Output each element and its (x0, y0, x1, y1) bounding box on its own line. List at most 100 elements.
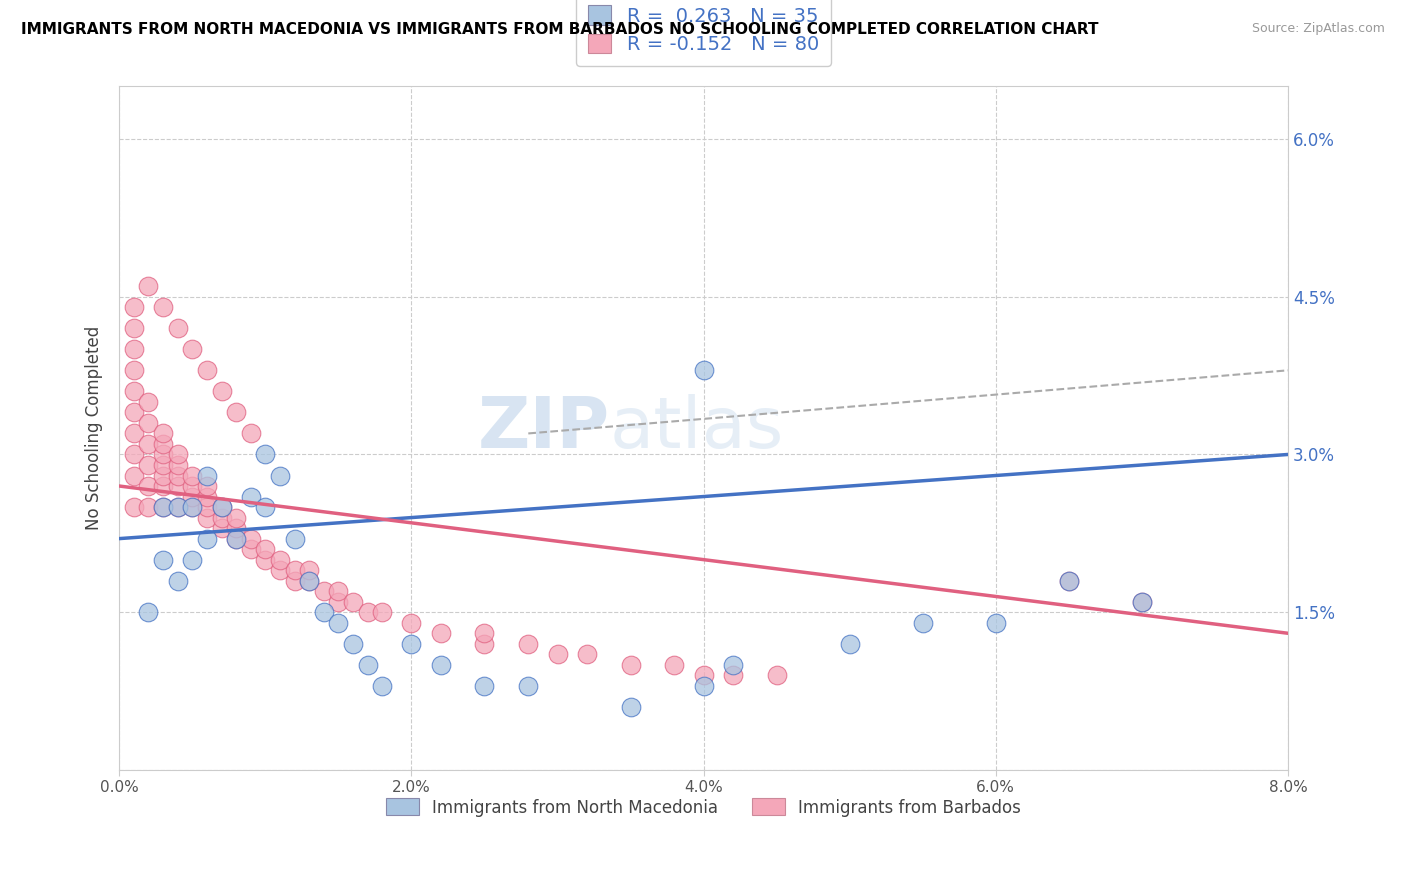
Point (152, 479, 174, 493)
Point (401, 615, 423, 630)
Point (664, 657, 686, 672)
Point (211, 500, 233, 514)
Point (122, 300, 145, 314)
Point (474, 637, 496, 651)
Point (342, 637, 364, 651)
Point (166, 458, 188, 472)
Point (166, 479, 188, 493)
Point (721, 657, 744, 672)
Point (122, 405, 145, 419)
Point (152, 447, 174, 461)
Point (195, 510, 218, 524)
Point (122, 321, 145, 335)
Point (284, 532, 307, 546)
Point (692, 668, 714, 682)
Point (721, 668, 744, 682)
Point (138, 500, 160, 514)
Point (1130, 595, 1153, 609)
Point (195, 468, 218, 483)
Point (166, 574, 188, 588)
Point (429, 657, 451, 672)
Point (284, 574, 307, 588)
Point (181, 490, 204, 504)
Point (474, 626, 496, 640)
Point (225, 532, 247, 546)
Point (181, 500, 204, 514)
Point (298, 574, 321, 588)
Point (181, 468, 204, 483)
Point (356, 605, 378, 619)
Point (356, 657, 378, 672)
Point (575, 648, 598, 662)
Text: IMMIGRANTS FROM NORTH MACEDONIA VS IMMIGRANTS FROM BARBADOS NO SCHOOLING COMPLET: IMMIGRANTS FROM NORTH MACEDONIA VS IMMIG… (21, 22, 1098, 37)
Point (401, 637, 423, 651)
Point (225, 521, 247, 535)
Point (269, 563, 291, 577)
Point (211, 500, 233, 514)
Point (619, 657, 641, 672)
Point (225, 405, 247, 419)
Point (195, 479, 218, 493)
Point (166, 500, 188, 514)
Point (838, 637, 860, 651)
Point (692, 679, 714, 693)
Text: ZIP: ZIP (478, 393, 610, 463)
Point (122, 363, 145, 377)
Point (342, 595, 364, 609)
Point (1130, 595, 1153, 609)
Point (312, 584, 335, 599)
Point (122, 468, 145, 483)
Point (269, 552, 291, 566)
Point (239, 542, 262, 557)
Point (152, 300, 174, 314)
Point (298, 563, 321, 577)
Point (371, 679, 394, 693)
Point (225, 532, 247, 546)
Point (254, 552, 277, 566)
Point (225, 510, 247, 524)
Point (166, 500, 188, 514)
Point (254, 447, 277, 461)
Point (138, 458, 160, 472)
Point (122, 343, 145, 357)
Point (122, 384, 145, 399)
Point (211, 510, 233, 524)
Point (181, 479, 204, 493)
Point (152, 500, 174, 514)
Point (619, 699, 641, 714)
Point (911, 615, 934, 630)
Point (328, 615, 350, 630)
Point (138, 437, 160, 451)
Point (138, 395, 160, 409)
Text: atlas: atlas (610, 393, 785, 463)
Point (328, 584, 350, 599)
Point (254, 542, 277, 557)
Point (152, 468, 174, 483)
Point (239, 426, 262, 441)
Point (1057, 574, 1080, 588)
Point (692, 363, 714, 377)
Point (138, 279, 160, 293)
Point (195, 490, 218, 504)
Point (547, 648, 569, 662)
Point (429, 626, 451, 640)
Point (371, 605, 394, 619)
Point (195, 500, 218, 514)
Point (328, 595, 350, 609)
Point (239, 490, 262, 504)
Point (195, 532, 218, 546)
Point (181, 500, 204, 514)
Point (138, 416, 160, 430)
Point (284, 563, 307, 577)
Legend: Immigrants from North Macedonia, Immigrants from Barbados: Immigrants from North Macedonia, Immigra… (380, 792, 1028, 823)
Point (765, 668, 787, 682)
Point (138, 605, 160, 619)
Point (152, 437, 174, 451)
Point (152, 426, 174, 441)
Point (984, 615, 1007, 630)
Point (166, 321, 188, 335)
Point (254, 500, 277, 514)
Point (181, 552, 204, 566)
Point (211, 384, 233, 399)
Point (474, 679, 496, 693)
